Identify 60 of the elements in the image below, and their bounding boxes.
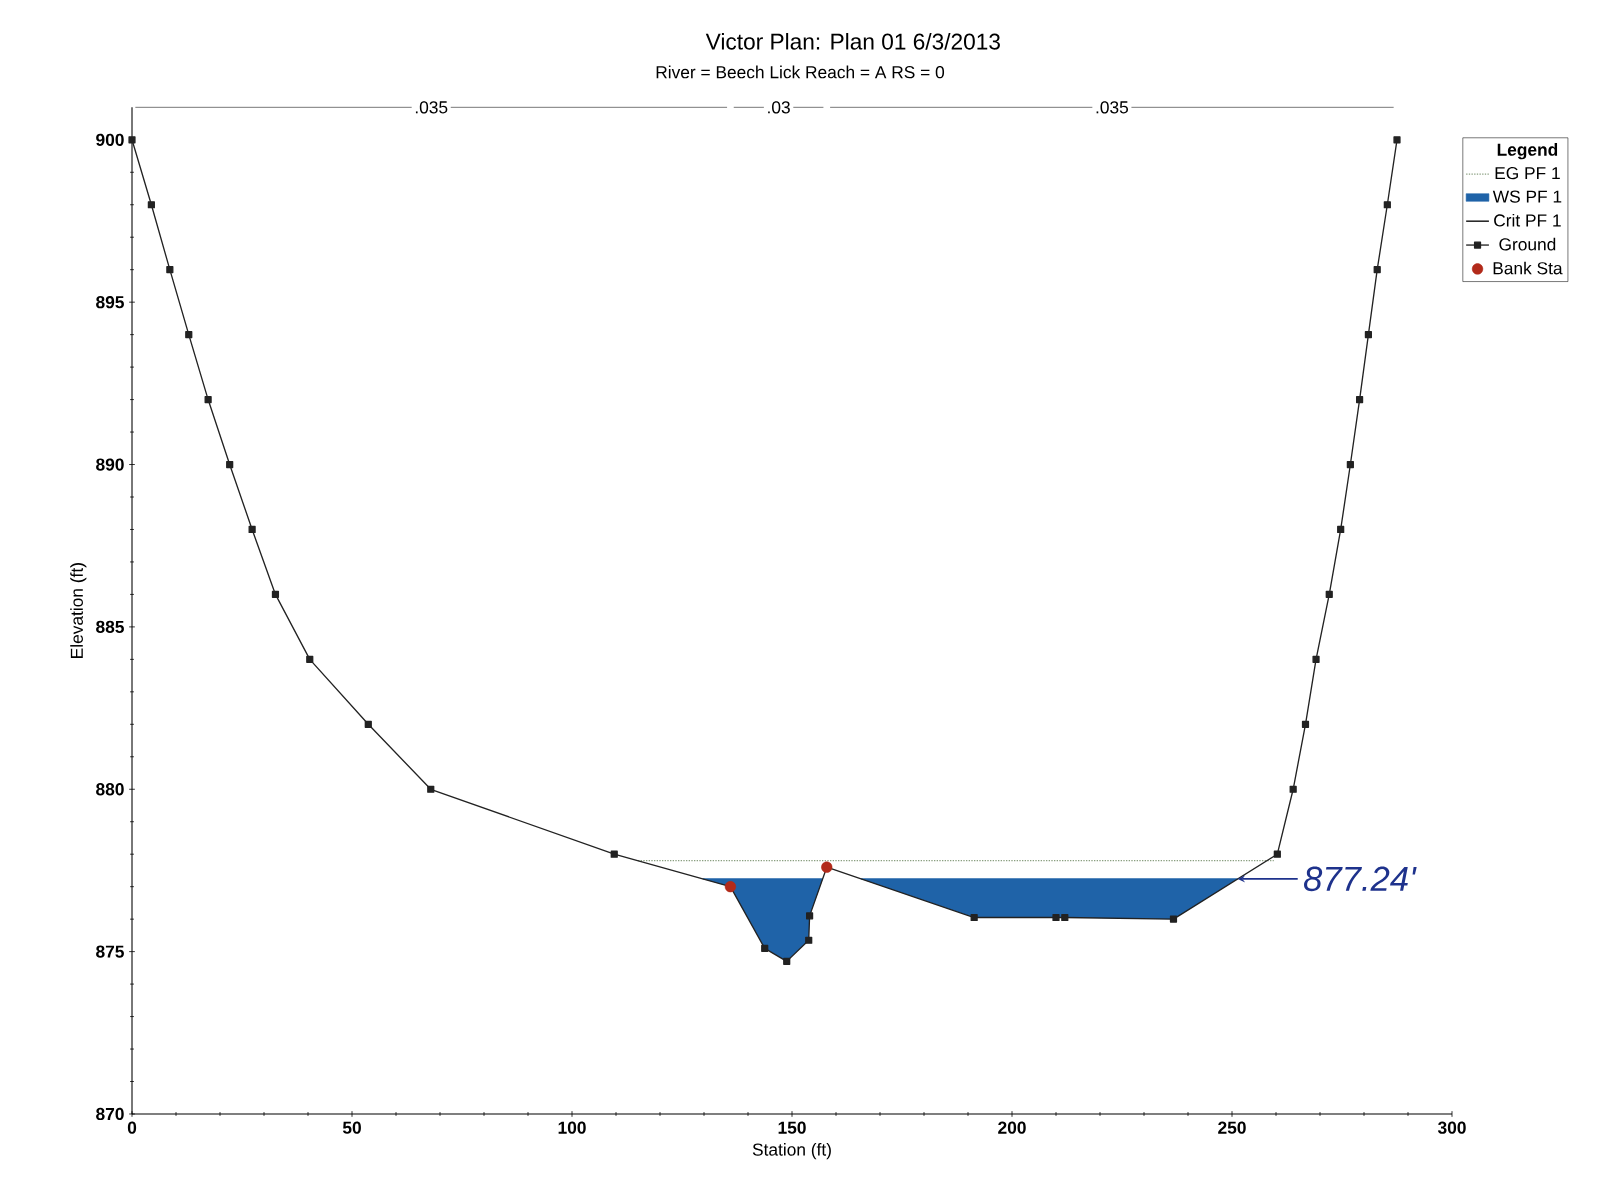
- annotation: .03: [768, 101, 790, 114]
- y-tick-label: 890: [96, 458, 124, 471]
- point: [1325, 590, 1333, 599]
- x-tick-label: 250: [1218, 1121, 1246, 1134]
- x-tick-label: 100: [558, 1121, 586, 1134]
- point: [248, 525, 256, 534]
- x-tick-label: 200: [998, 1121, 1026, 1134]
- point: [271, 590, 280, 599]
- chart-subtitle: River = Beech Lick Reach = A RS = 0: [656, 65, 945, 79]
- point: [1346, 460, 1354, 469]
- point: [147, 201, 155, 209]
- point: [1273, 850, 1281, 858]
- legend-label: WS PF 1: [1492, 190, 1562, 203]
- point: [806, 912, 814, 920]
- point: [166, 266, 174, 274]
- point: [610, 850, 618, 858]
- point: [1364, 331, 1372, 339]
- y-axis-title: Elevation (ft): [70, 563, 87, 658]
- point: [1312, 655, 1320, 663]
- point: [805, 936, 813, 944]
- point: [364, 720, 372, 728]
- x-tick-label: 150: [778, 1121, 806, 1134]
- x-axis-title: Station (ft): [752, 1142, 831, 1160]
- point: [204, 395, 212, 404]
- legend-label: Bank Sta: [1493, 261, 1563, 275]
- point: [1301, 720, 1310, 728]
- x-tick-label: 50: [342, 1121, 361, 1134]
- chart-title: Victor Plan: Plan 01 6/3/2013: [705, 33, 1000, 50]
- point: [1356, 395, 1364, 404]
- annotation: .035: [415, 101, 448, 114]
- point: [427, 785, 435, 793]
- annotation: 877.24': [1304, 866, 1417, 892]
- legend-label: Ground: [1499, 237, 1556, 251]
- annotation: .035: [1096, 101, 1129, 114]
- point: [226, 460, 234, 469]
- point: [306, 655, 314, 663]
- point: [783, 957, 791, 965]
- y-tick-label: 870: [96, 1107, 124, 1121]
- y-tick-label: 875: [96, 945, 124, 958]
- point: [970, 913, 978, 922]
- point: [1383, 201, 1391, 209]
- y-tick-label: 885: [96, 620, 124, 634]
- point: [185, 331, 193, 339]
- y-tick-label: 895: [96, 296, 124, 309]
- point: [1289, 785, 1297, 793]
- point: [1052, 913, 1060, 922]
- legend-title: Legend: [1497, 143, 1558, 160]
- point: [1373, 266, 1381, 274]
- legend-label: EG PF 1: [1495, 167, 1560, 180]
- point: [1393, 136, 1401, 144]
- x-tick-label: 300: [1437, 1121, 1466, 1134]
- y-tick-label: 900: [96, 133, 124, 146]
- point: [1169, 915, 1178, 923]
- legend-label: Crit PF 1: [1494, 213, 1561, 227]
- point: [1061, 913, 1069, 922]
- point: [128, 136, 136, 144]
- point: [1337, 525, 1345, 534]
- x-tick-label: 0: [127, 1121, 137, 1134]
- y-tick-label: 880: [96, 783, 124, 796]
- point: [761, 944, 769, 952]
